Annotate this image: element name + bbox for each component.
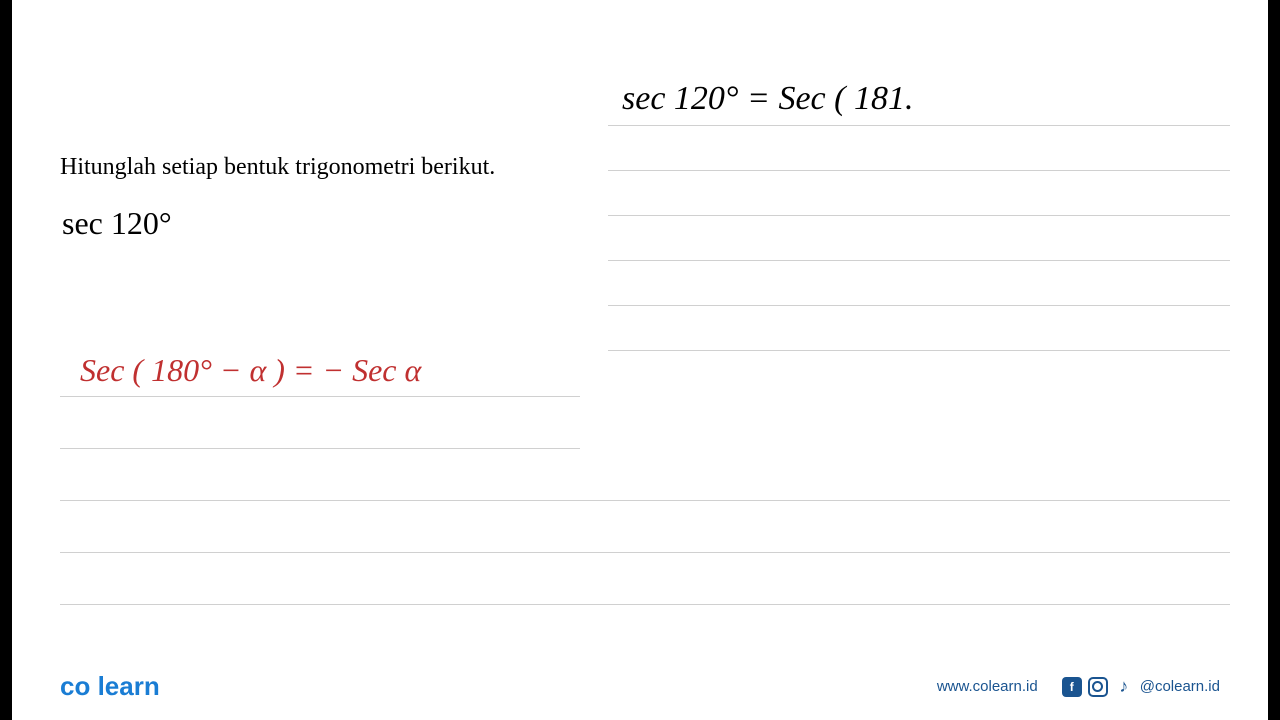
page-content: Hitunglah setiap bentuk trigonometri ber… [12, 0, 1268, 720]
rule-line [608, 305, 1230, 306]
instagram-icon [1088, 677, 1108, 697]
social-handle: @colearn.id [1140, 678, 1220, 695]
handwritten-work-black: sec 120° = Sec ( 181. [622, 80, 913, 118]
handwritten-identity-red: Sec ( 180° − α ) = − Sec α [80, 352, 421, 389]
rule-line [60, 604, 1230, 605]
footer: co learn www.colearn.id f ♪ @colearn.id [60, 671, 1220, 702]
facebook-icon: f [1062, 677, 1082, 697]
footer-right: www.colearn.id f ♪ @colearn.id [937, 677, 1220, 697]
brand-logo: co learn [60, 671, 160, 702]
rule-line [60, 448, 580, 449]
rule-line [60, 552, 1230, 553]
question-prompt: Hitunglah setiap bentuk trigonometri ber… [60, 154, 495, 181]
logo-dot [90, 671, 97, 701]
logo-text-co: co [60, 671, 90, 701]
rule-line [608, 125, 1230, 126]
question-expression: sec 120° [62, 205, 172, 242]
logo-text-learn: learn [98, 671, 160, 701]
tiktok-icon: ♪ [1114, 677, 1134, 697]
website-url: www.colearn.id [937, 678, 1038, 695]
rule-line [608, 350, 1230, 351]
social-links: f ♪ @colearn.id [1062, 677, 1220, 697]
rule-line [60, 500, 1230, 501]
rule-line [60, 396, 580, 397]
rule-line [608, 170, 1230, 171]
rule-line [608, 260, 1230, 261]
rule-line [608, 215, 1230, 216]
